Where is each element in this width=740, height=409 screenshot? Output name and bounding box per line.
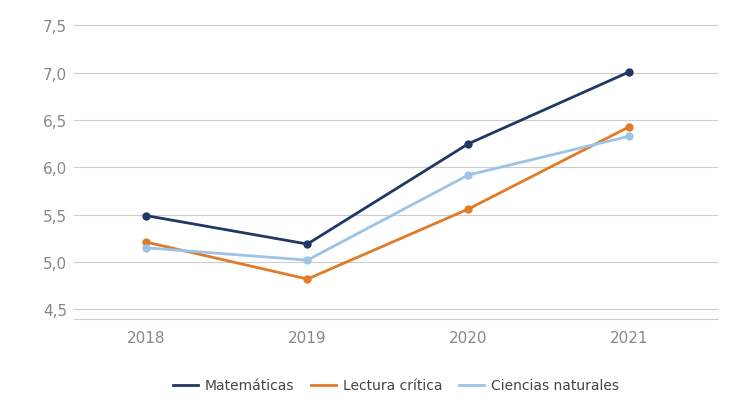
Matemáticas [142, 213, 151, 218]
Ciencias naturales [303, 258, 312, 263]
Matemáticas [625, 70, 633, 75]
Lectura crítica [142, 240, 151, 245]
Lectura crítica [303, 277, 312, 282]
Line: Lectura crítica: Lectura crítica [143, 124, 633, 283]
Ciencias naturales [464, 173, 473, 178]
Lectura crítica [625, 125, 633, 130]
Line: Ciencias naturales: Ciencias naturales [143, 133, 633, 264]
Matemáticas [464, 142, 473, 147]
Lectura crítica [464, 207, 473, 212]
Line: Matemáticas: Matemáticas [143, 69, 633, 248]
Ciencias naturales [142, 246, 151, 251]
Ciencias naturales [625, 135, 633, 139]
Matemáticas [303, 242, 312, 247]
Legend: Matemáticas, Lectura crítica, Ciencias naturales: Matemáticas, Lectura crítica, Ciencias n… [167, 373, 625, 398]
